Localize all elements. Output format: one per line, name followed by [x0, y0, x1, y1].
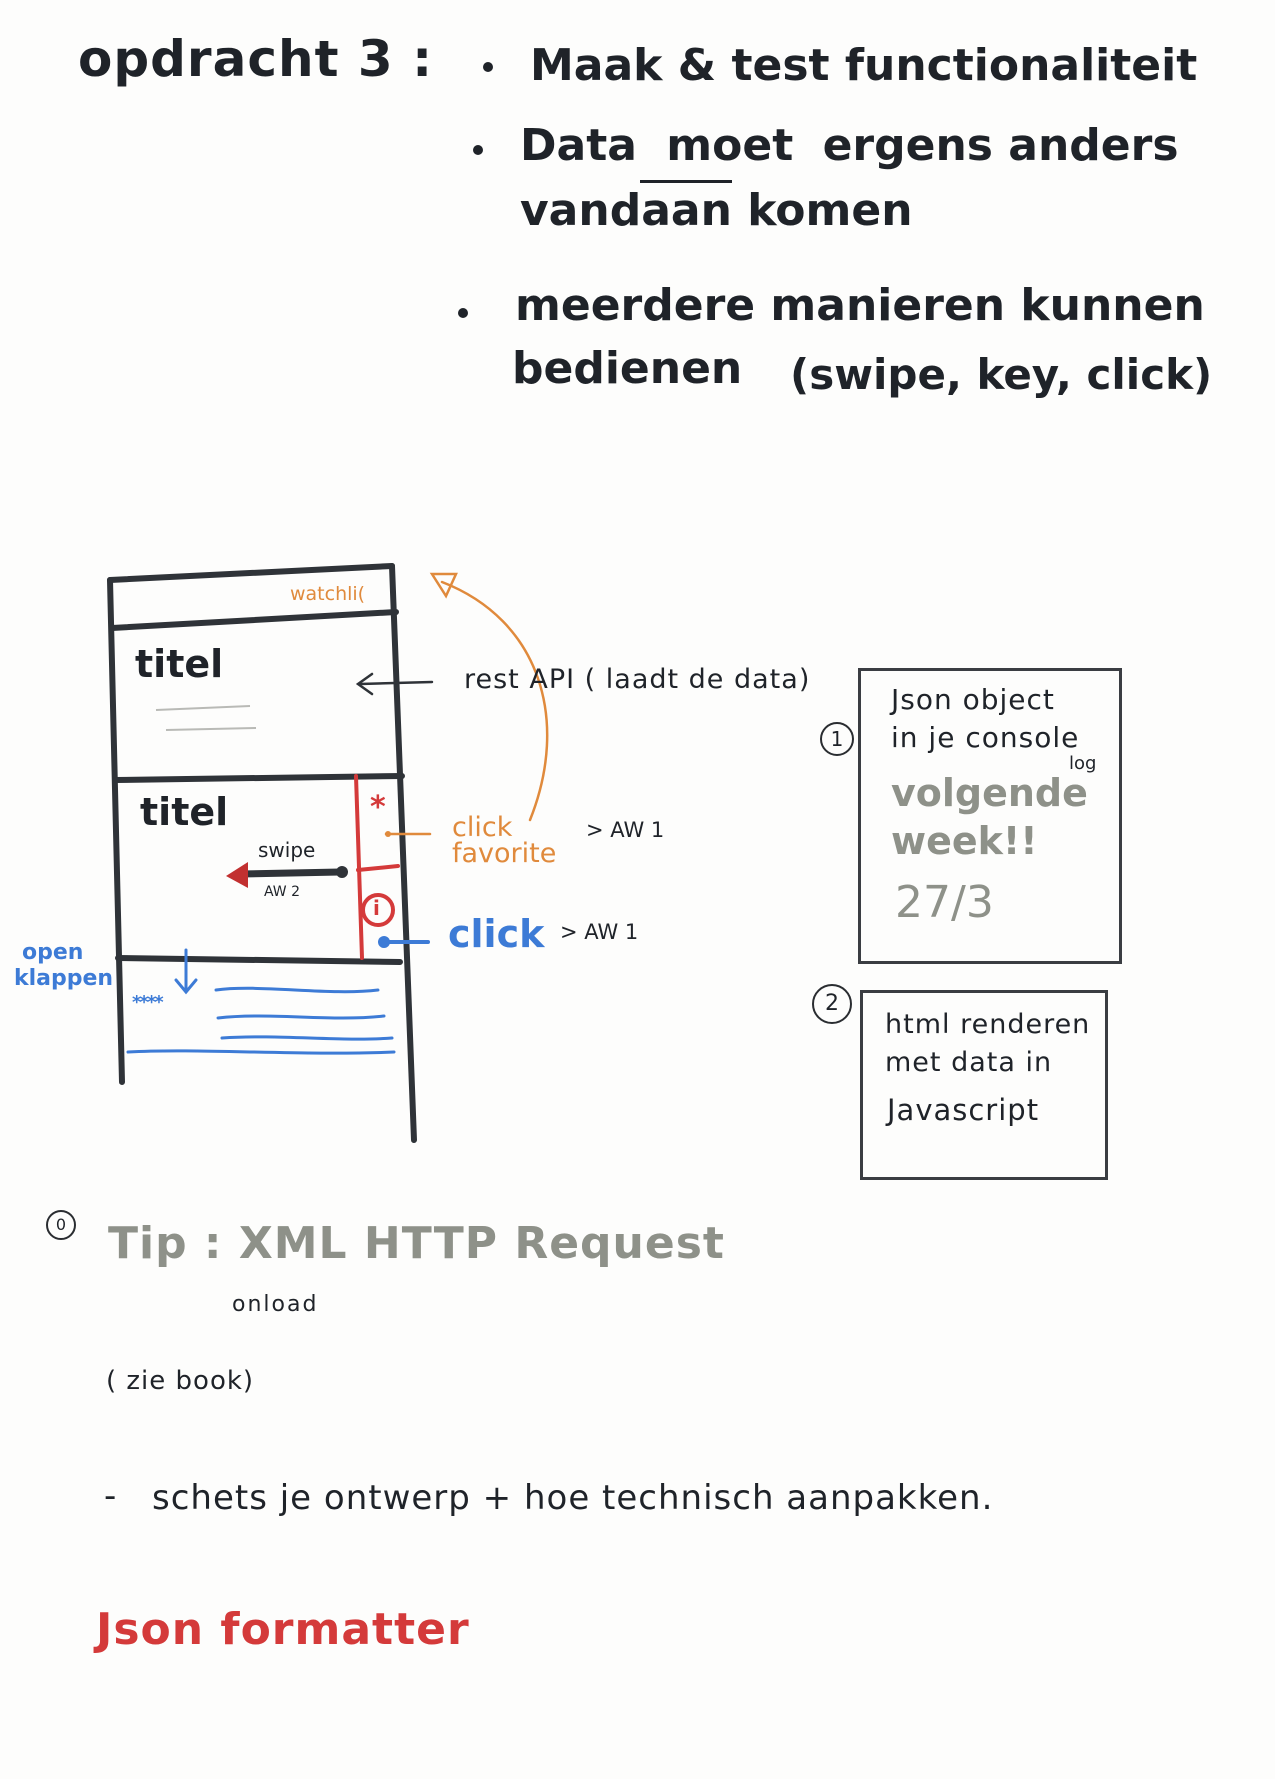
rest-api-arrow — [358, 680, 434, 686]
phone-header-divider — [109, 609, 399, 631]
action-column-left — [354, 774, 364, 960]
favorite-arrowhead — [429, 572, 458, 599]
watchlist-label: watchli( — [290, 583, 366, 605]
favorite-aw-label: > AW 1 — [586, 818, 665, 842]
box-2: html renderen met data in Javascript — [860, 990, 1108, 1180]
box-1-log: log — [1069, 753, 1097, 774]
phone-outer-left — [107, 577, 125, 1085]
info-letter: i — [373, 896, 380, 920]
bullet-item-1: Maak & test functionaliteit — [530, 40, 1198, 91]
expanded-line-2 — [216, 1014, 386, 1020]
bullet-2-pre: Data — [520, 120, 637, 171]
expanded-line-4 — [126, 1049, 396, 1055]
tip-onload: onload — [232, 1292, 319, 1317]
swipe-arrow-dot — [336, 866, 348, 878]
rest-api-label: rest API ( laadt de data) — [464, 664, 811, 695]
box-1-week: week!! — [891, 819, 1038, 863]
rest-api-arrowhead — [355, 672, 374, 696]
page-title: opdracht 3 : — [78, 30, 434, 88]
bullet-dot-3 — [458, 308, 468, 318]
box-1-volgende: volgende — [891, 771, 1088, 815]
info-circle — [361, 893, 395, 927]
swipe-aw-label: AW 2 — [264, 884, 301, 900]
favorite-dot — [385, 831, 391, 837]
open-klappen-label-line-2: klappen — [14, 966, 114, 991]
box-1-line-2: in je console — [891, 721, 1080, 754]
click-favorite-label-line-1: click — [452, 812, 513, 843]
tip-text: Tip : XML HTTP Request — [108, 1218, 725, 1269]
expanded-line-3 — [220, 1035, 394, 1041]
box-1-date: 27/3 — [895, 877, 994, 928]
swipe-label: swipe — [258, 838, 316, 862]
expand-arrowhead — [174, 978, 198, 995]
swipe-arrow-shaft — [236, 868, 344, 878]
favorite-to-watchlist-arrow — [440, 580, 549, 822]
bullet-item-2-line-1: Data moet ergens anders — [520, 120, 1179, 171]
bullet-dot-1 — [483, 62, 493, 72]
click-favorite-label-line-2: favorite — [452, 838, 557, 869]
click-info-label: click — [448, 912, 545, 956]
expanded-stars: **** — [132, 992, 164, 1013]
box-2-line-2: met data in — [885, 1047, 1053, 1078]
click-dot — [378, 936, 390, 948]
card-1-title: titel — [135, 642, 224, 686]
swipe-arrow-head — [226, 862, 248, 888]
card-1-placeholder-line-1 — [155, 705, 251, 711]
schets-note: schets je ontwerp + hoe technisch aanpak… — [152, 1478, 994, 1518]
bullet-item-3-paren: (swipe, key, click) — [790, 350, 1213, 399]
bullet-dot-2 — [473, 145, 483, 155]
card-1-placeholder-line-2 — [165, 727, 257, 731]
box-2-line-1: html renderen — [885, 1009, 1091, 1040]
card-2-title: titel — [140, 790, 229, 834]
bullet-item-3-line-1: meerdere manieren kunnen — [515, 280, 1205, 331]
box-2-number: 2 — [812, 984, 852, 1024]
box-1-line-1: Json object — [891, 683, 1055, 716]
favorite-star: * — [370, 790, 386, 825]
schets-dash: - — [104, 1476, 117, 1516]
json-formatter-note: Json formatter — [96, 1604, 470, 1655]
phone-outer-top — [107, 563, 395, 583]
bullet-item-2-line-2: vandaan komen — [520, 185, 913, 236]
expanded-line-1 — [214, 986, 380, 994]
zie-boek-note: ( zie book) — [106, 1366, 255, 1396]
box-1-number: 1 — [820, 722, 854, 756]
open-klappen-label-line-1: open — [22, 940, 84, 965]
tip-number: 0 — [46, 1210, 76, 1240]
action-column-divider — [356, 864, 400, 872]
card-2-divider — [115, 955, 403, 965]
phone-outer-right — [389, 563, 417, 1143]
moet-underline — [640, 180, 732, 183]
box-1: Json object in je console log volgende w… — [858, 668, 1122, 964]
click-info-aw-label: > AW 1 — [560, 920, 639, 944]
bullet-2-moet: moet — [666, 120, 794, 171]
bullet-item-3-line-2: bedienen — [512, 343, 743, 394]
card-1-divider — [113, 773, 405, 783]
box-2-line-3: Javascript — [887, 1093, 1040, 1127]
bullet-2-post: ergens anders — [822, 120, 1179, 171]
